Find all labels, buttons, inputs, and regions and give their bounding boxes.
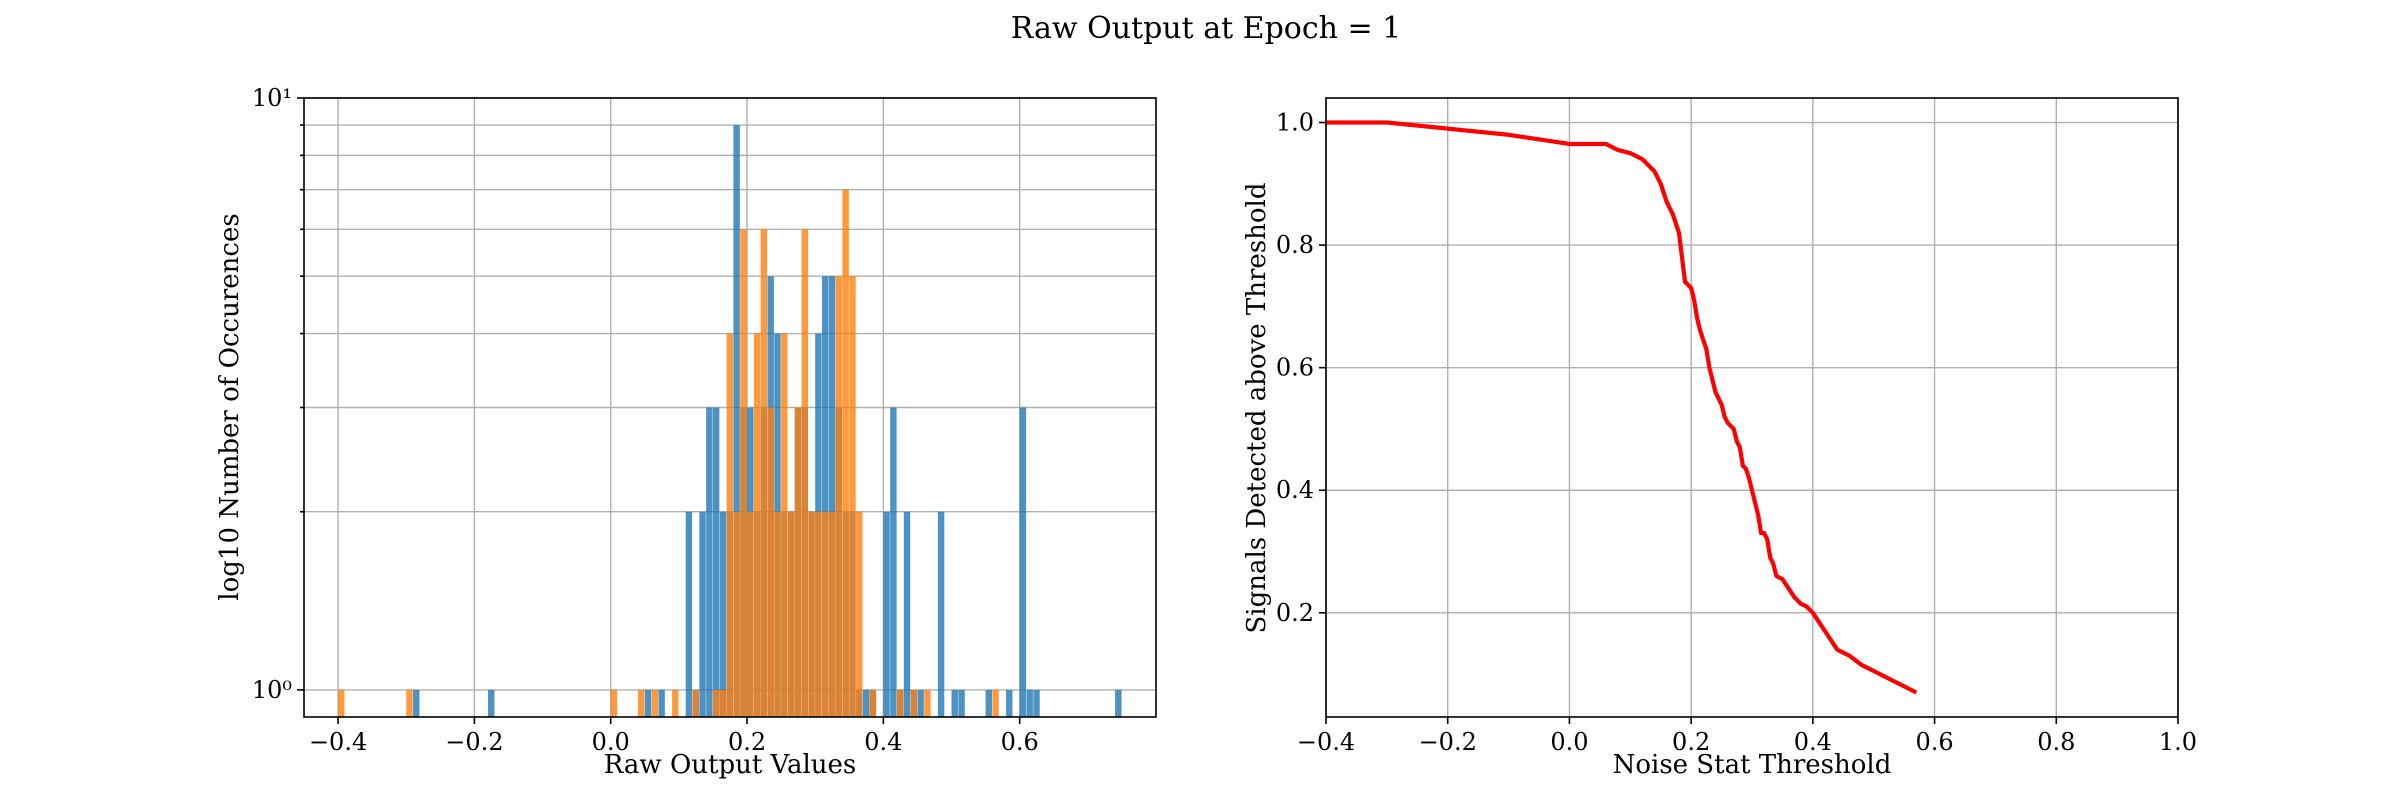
line-y-tick-label: 0.2: [1276, 599, 1314, 627]
histogram-x-axis-label: Raw Output Values: [604, 750, 856, 780]
histogram-bar: [828, 276, 836, 717]
histogram-bar: [753, 333, 761, 717]
line-x-tick-label: 0.0: [1550, 728, 1588, 756]
hist-y-tick-label: 10⁰: [252, 676, 292, 704]
histogram-ticks: −0.4 −0.2 0.0 0.2 0.4 0.6 10⁰ 10¹: [252, 84, 1039, 756]
histogram-bar: [856, 511, 863, 717]
histogram-bar: [760, 229, 768, 717]
histogram-bar: [740, 229, 747, 717]
histogram-plot: −0.4 −0.2 0.0 0.2 0.4 0.6 10⁰ 10¹ Raw Output Va…: [215, 84, 1157, 780]
line-x-tick-label: 0.8: [2037, 728, 2075, 756]
histogram-bar: [338, 689, 345, 717]
histogram-bar: [488, 689, 495, 717]
histogram-bar: [1026, 689, 1033, 717]
hist-x-tick-label: −0.2: [445, 728, 503, 756]
histogram-bar: [985, 689, 993, 717]
hist-x-tick-label: 0.4: [864, 728, 902, 756]
line-y-tick-label: 0.8: [1276, 231, 1314, 259]
histogram-bar: [794, 407, 802, 717]
histogram-bar: [835, 276, 843, 717]
histogram-bars: [338, 125, 1122, 718]
histogram-bar: [706, 407, 713, 717]
line-x-tick-label: −0.2: [1419, 728, 1477, 756]
histogram-bar: [951, 689, 958, 717]
histogram-bar: [658, 689, 665, 717]
histogram-bar: [406, 689, 413, 717]
histogram-bar: [1019, 407, 1027, 717]
histogram-bar: [685, 511, 693, 717]
line-gridlines: [1325, 98, 2179, 717]
histogram-bar: [808, 511, 815, 717]
line-y-axis-label: Signals Detected above Threshold: [1242, 182, 1272, 633]
histogram-bar: [719, 511, 727, 717]
line-x-axis-label: Noise Stat Threshold: [1613, 750, 1892, 780]
histogram-bar: [733, 125, 740, 717]
histogram-bar: [781, 333, 788, 717]
line-ticks: −0.4 −0.2 0.0 0.2 0.4 0.6 0.8 1.0 0.2 0.4 0.6 0.8 1.…: [1276, 109, 2197, 756]
histogram-bar: [1006, 689, 1013, 717]
histogram-bar: [672, 689, 679, 717]
line-x-tick-label: 1.0: [2159, 728, 2197, 756]
histogram-bar: [890, 407, 897, 717]
histogram-bar: [815, 511, 822, 717]
histogram-bar: [1033, 689, 1040, 717]
histogram-bar: [849, 276, 856, 717]
histogram-bar: [862, 689, 870, 717]
hist-series-0: [413, 125, 1122, 717]
histogram-bar: [644, 689, 652, 717]
histogram-bar: [733, 511, 740, 717]
line-y-tick-label: 0.4: [1276, 476, 1314, 504]
line-axes-frame: [1325, 97, 2179, 718]
figure-title: Raw Output at Epoch = 1: [1011, 11, 1402, 46]
line-y-tick-label: 1.0: [1276, 109, 1314, 137]
histogram-bar: [924, 689, 931, 717]
histogram-bar: [822, 276, 829, 717]
line-x-tick-label: 0.2: [1672, 728, 1710, 756]
histogram-bar: [747, 511, 754, 717]
line-plot: −0.4 −0.2 0.0 0.2 0.4 0.6 0.8 1.0 0.2 0.4 0.6 0.8 1.…: [1242, 97, 2197, 780]
histogram-bar: [726, 333, 734, 717]
hist-series-1: [338, 189, 999, 718]
histogram-bar: [787, 511, 795, 717]
histogram-bar: [896, 689, 904, 717]
line-series: [1326, 120, 1918, 695]
histogram-bar: [712, 407, 720, 717]
histogram-bar: [822, 511, 829, 717]
histogram-bar: [842, 189, 849, 718]
hist-x-tick-label: 0.0: [592, 728, 630, 756]
histogram-bar: [1115, 689, 1122, 717]
histogram-bar: [651, 689, 659, 717]
histogram-bar: [692, 689, 699, 717]
histogram-bar: [712, 689, 720, 717]
histogram-bar: [917, 689, 924, 717]
histogram-bar: [767, 407, 774, 717]
histogram-bar: [869, 689, 877, 717]
line-y-tick-label: 0.6: [1276, 354, 1314, 382]
histogram-bar: [883, 511, 890, 717]
signals-detected-line-0: [1326, 120, 1918, 695]
histogram-bar: [719, 689, 727, 717]
histogram-bar: [937, 511, 945, 717]
histogram-bar: [413, 689, 420, 717]
hist-x-tick-label: 0.6: [1001, 728, 1039, 756]
histogram-bar: [801, 229, 808, 717]
histogram-bar: [637, 689, 645, 717]
hist-x-tick-label: −0.4: [309, 728, 367, 756]
histogram-bar: [992, 689, 999, 717]
hist-y-tick-label: 10¹: [252, 84, 292, 112]
hist-x-tick-label: 0.2: [728, 728, 766, 756]
histogram-bar: [910, 689, 918, 717]
histogram-bar: [774, 511, 781, 717]
line-x-tick-label: 0.6: [1915, 728, 1953, 756]
histogram-bar: [828, 511, 836, 717]
histogram-bar: [610, 689, 618, 717]
histogram-y-axis-label: log10 Number of Occurences: [215, 213, 245, 600]
histogram-bar: [699, 511, 706, 717]
line-x-tick-label: −0.4: [1297, 728, 1355, 756]
histogram-bar: [903, 511, 911, 717]
line-x-tick-label: 0.4: [1794, 728, 1832, 756]
histogram-bar: [958, 689, 965, 717]
